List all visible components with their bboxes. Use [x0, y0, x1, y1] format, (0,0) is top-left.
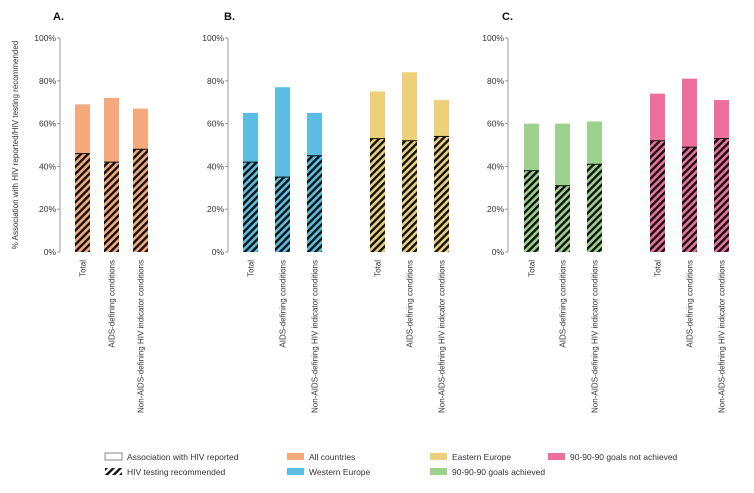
legend-swatch — [430, 453, 447, 460]
y-tick-label: 60% — [207, 119, 224, 129]
legend-label: 90-90-90 goals not achieved — [570, 452, 678, 462]
y-tick-label: 100% — [34, 33, 56, 43]
panel-1: A. 0% 20% 40% 60% 80% 100% Total AIDS-defining c… — [34, 11, 148, 413]
legend-item: HIV testing recommended — [105, 467, 226, 477]
legend-item: Western Europe — [287, 467, 371, 477]
category-label: AIDS-defining conditions — [108, 260, 117, 348]
y-tick-label: 40% — [207, 161, 224, 171]
category-label: AIDS-defining conditions — [406, 260, 415, 348]
legend-label: 90-90-90 goals achieved — [452, 467, 545, 477]
category-label: Total — [528, 260, 537, 277]
y-tick-label: 0% — [492, 247, 505, 257]
y-tick-label: 20% — [207, 204, 224, 214]
legend: Association with HIV reported HIV testing… — [104, 452, 678, 477]
bar-recommended-hatch — [714, 138, 729, 252]
legend-label: Association with HIV reported — [127, 452, 239, 462]
bar-recommended-hatch — [434, 136, 449, 252]
y-tick-label: 0% — [44, 247, 57, 257]
y-tick-label: 60% — [487, 119, 504, 129]
category-label: Non-AIDS-defining HIV indicator conditio… — [438, 260, 447, 413]
bar-recommended-hatch — [370, 138, 385, 252]
legend-swatch — [430, 468, 447, 475]
y-tick-label: 60% — [39, 119, 56, 129]
bar-recommended-hatch — [75, 153, 90, 252]
bar-recommended-hatch — [587, 164, 602, 252]
bar-recommended-hatch — [650, 140, 665, 252]
panels: A. 0% 20% 40% 60% 80% 100% Total AIDS-defining c… — [34, 11, 729, 413]
legend-swatch — [548, 453, 565, 460]
category-label: Non-AIDS-defining HIV indicator conditio… — [718, 260, 727, 413]
y-axis-label: % Association with HIV reported/HIV test… — [11, 41, 20, 250]
y-tick-label: 40% — [39, 161, 56, 171]
bar-recommended-hatch — [682, 147, 697, 252]
legend-item: 90-90-90 goals achieved — [430, 467, 545, 477]
panel-label: B. — [224, 11, 235, 23]
category-label: Total — [654, 260, 663, 277]
legend-item: Association with HIV reported — [104, 452, 239, 462]
category-label: Non-AIDS-defining HIV indicator conditio… — [137, 260, 146, 413]
bar-recommended-hatch — [307, 155, 322, 252]
bar-recommended-hatch — [243, 162, 258, 252]
legend-label: Eastern Europe — [452, 452, 511, 462]
category-label: Total — [79, 260, 88, 277]
y-tick-label: 20% — [487, 204, 504, 214]
panel-3: C. 0% 20% 40% 60% 80% 100% Total AIDS-defining c… — [482, 11, 729, 413]
y-tick-label: 20% — [39, 204, 56, 214]
category-label: AIDS-defining conditions — [686, 260, 695, 348]
panel-2: B. 0% 20% 40% 60% 80% 100% Total AIDS-defining c… — [202, 11, 449, 413]
bar-recommended-hatch — [524, 170, 539, 252]
y-tick-label: 100% — [202, 33, 224, 43]
legend-label: Western Europe — [309, 467, 371, 477]
legend-item: Eastern Europe — [430, 452, 511, 462]
y-tick-label: 0% — [212, 247, 225, 257]
bar-recommended-hatch — [275, 177, 290, 252]
y-tick-label: 100% — [482, 33, 504, 43]
category-label: Non-AIDS-defining HIV indicator conditio… — [591, 260, 600, 413]
y-axis-label-group: % Association with HIV reported/HIV test… — [11, 41, 20, 250]
legend-swatch-hatch — [105, 468, 122, 475]
legend-label: All countries — [309, 452, 355, 462]
y-tick-label: 80% — [207, 76, 224, 86]
panel-label: C. — [502, 11, 513, 23]
category-label: Total — [374, 260, 383, 277]
legend-swatch-outline — [104, 452, 123, 461]
y-tick-label: 80% — [487, 76, 504, 86]
legend-swatch — [287, 468, 304, 475]
category-label: Non-AIDS-defining HIV indicator conditio… — [311, 260, 320, 413]
bar-recommended-hatch — [555, 185, 570, 252]
legend-item: All countries — [287, 452, 355, 462]
bar-recommended-hatch — [402, 140, 417, 252]
bar-recommended-hatch — [133, 149, 148, 252]
category-label: AIDS-defining conditions — [279, 260, 288, 348]
legend-item: 90-90-90 goals not achieved — [548, 452, 678, 462]
panel-label: A. — [53, 11, 64, 23]
category-label: AIDS-defining conditions — [559, 260, 568, 348]
category-label: Total — [247, 260, 256, 277]
legend-swatch — [287, 453, 304, 460]
legend-label: HIV testing recommended — [127, 467, 226, 477]
y-tick-label: 80% — [39, 76, 56, 86]
bar-recommended-hatch — [104, 162, 119, 252]
y-tick-label: 40% — [487, 161, 504, 171]
